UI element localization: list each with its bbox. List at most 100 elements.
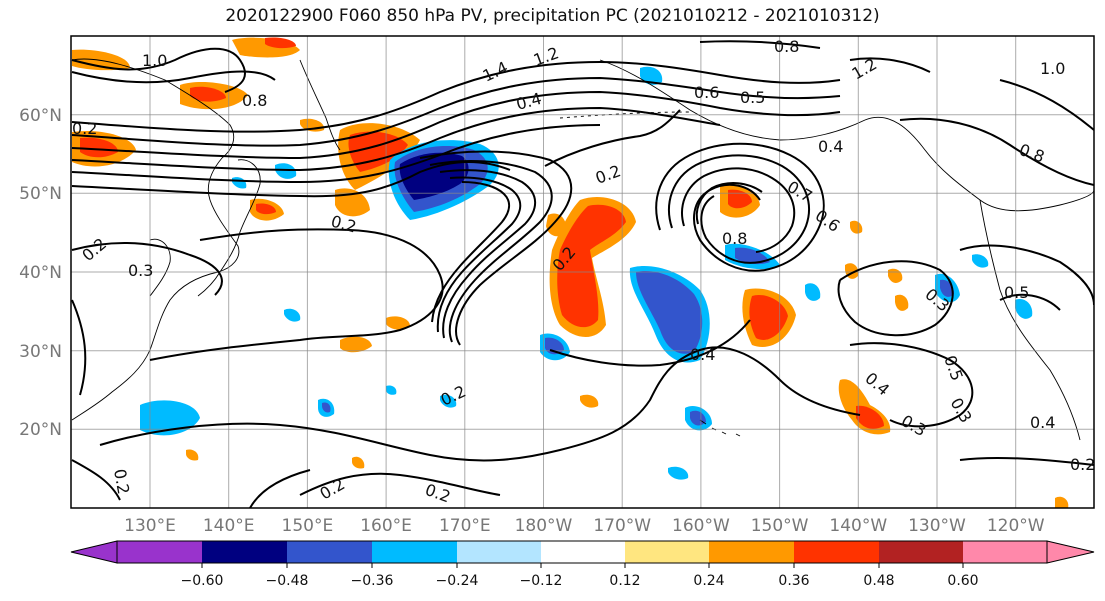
neg-patch — [640, 66, 663, 85]
pv-contours — [71, 40, 1094, 508]
pos-patch — [340, 336, 372, 353]
pv-contour — [699, 40, 821, 49]
pos-patch — [1055, 496, 1069, 508]
pos-patch — [895, 294, 909, 311]
neg-patch — [545, 337, 564, 355]
contour-labels: 1.0 1.4 1.2 0.8 0.8 0.4 0.6 0.5 1.2 1.0 … — [72, 37, 1095, 506]
colorbar-label: 0.24 — [693, 573, 724, 589]
pos-patch — [850, 220, 863, 234]
lat-label: 50°N — [19, 184, 62, 204]
contour-label: 0.5 — [740, 88, 765, 107]
lat-label: 30°N — [19, 342, 62, 362]
colorbar-label: −0.12 — [520, 573, 563, 589]
pv-contour — [999, 293, 1061, 311]
colorbar-label: 0.48 — [863, 573, 894, 589]
pos-patch — [856, 405, 884, 429]
colorbar-swatch — [457, 541, 541, 563]
pos-patch — [749, 294, 788, 340]
pv-contour — [655, 142, 825, 272]
contour-label: 1.0 — [142, 51, 167, 70]
pv-contour — [71, 60, 841, 133]
coastline-japan — [197, 159, 261, 297]
coastlines — [71, 58, 1094, 441]
contour-label: 0.4 — [690, 345, 715, 364]
neg-patch — [805, 283, 821, 301]
pv-contour — [71, 90, 841, 160]
pos-patch — [580, 394, 599, 408]
pv-contour — [71, 459, 121, 501]
pv-contour — [71, 106, 721, 172]
pv-contour — [681, 167, 796, 253]
pos-patch — [265, 37, 296, 49]
pv-contour — [999, 79, 1094, 131]
pv-contour — [837, 260, 954, 337]
neg-patch — [399, 152, 469, 200]
pv-contour — [71, 76, 841, 147]
lon-label: 140°W — [829, 516, 887, 536]
pos-patch — [190, 86, 226, 102]
coastline-north-america — [979, 199, 1081, 441]
lat-label: 40°N — [19, 263, 62, 283]
colorbar-swatch — [372, 541, 457, 563]
colorbar-swatch — [794, 541, 879, 563]
contour-label: 0.8 — [722, 229, 747, 248]
neg-patch — [668, 466, 689, 480]
neg-patch — [735, 247, 770, 265]
lon-label: 130°E — [124, 516, 176, 536]
pv-contour — [71, 70, 276, 84]
neg-patch — [1015, 298, 1033, 319]
neg-patch — [972, 254, 989, 268]
neg-patch — [284, 308, 301, 322]
lat-label: 60°N — [19, 106, 62, 126]
pos-patch — [557, 204, 626, 328]
lon-label: 140°E — [203, 516, 255, 536]
contour-label: 0.4 — [1030, 413, 1055, 432]
pv-contour — [71, 161, 511, 198]
pv-contour — [71, 124, 601, 184]
lon-label: 150°W — [751, 516, 809, 536]
pv-contour — [431, 181, 510, 323]
longitude-labels: 130°E 140°E 150°E 160°E 170°E 180°W 170°… — [124, 516, 1045, 536]
colorbar-swatch — [117, 541, 202, 563]
neg-patch — [386, 385, 397, 395]
neg-patch — [636, 270, 703, 354]
colorbar-label: 0.36 — [778, 573, 809, 589]
pv-contour — [419, 150, 573, 346]
pv-contour — [849, 342, 974, 428]
contour-label: 0.2 — [1070, 455, 1095, 474]
latitude-labels: 20°N 30°N 40°N 50°N 60°N — [19, 106, 62, 440]
pv-contour — [668, 154, 810, 264]
contour-label: 1.0 — [1040, 59, 1065, 78]
lon-label: 170°E — [439, 516, 491, 536]
pos-patch — [728, 189, 752, 209]
neg-patch — [440, 394, 457, 408]
colorbar-ticks — [201, 563, 964, 568]
contour-label: 0.6 — [694, 83, 719, 102]
pv-contour — [959, 456, 1094, 466]
plot-title: 2020122900 F060 850 hPa PV, precipitatio… — [225, 6, 880, 26]
pos-patch — [352, 456, 365, 469]
contour-label: 0.8 — [774, 37, 799, 56]
colorbar-label: 0.12 — [609, 573, 640, 589]
contour-label: 0.3 — [128, 261, 153, 280]
lon-label: 130°W — [908, 516, 966, 536]
pv-contour — [249, 469, 311, 508]
pv-contour — [149, 228, 444, 361]
colorbar-label: −0.36 — [351, 573, 394, 589]
colorbar-swatch — [541, 541, 625, 563]
contour-label: 0.8 — [242, 91, 267, 110]
pv-contour — [544, 109, 681, 167]
pv-contour — [99, 346, 861, 462]
neg-patch — [322, 402, 331, 413]
colorbar-extend-min — [70, 540, 118, 564]
colorbar-swatch — [879, 541, 963, 563]
pv-contour — [299, 472, 501, 496]
colorbar-label: −0.60 — [181, 573, 224, 589]
contour-label: 0.2 — [72, 119, 97, 138]
lon-label: 180°W — [515, 516, 573, 536]
pos-patch — [186, 449, 199, 461]
colorbar-label: −0.48 — [266, 573, 309, 589]
coastline-korea — [149, 238, 171, 297]
contour-label: 0.4 — [818, 137, 843, 156]
